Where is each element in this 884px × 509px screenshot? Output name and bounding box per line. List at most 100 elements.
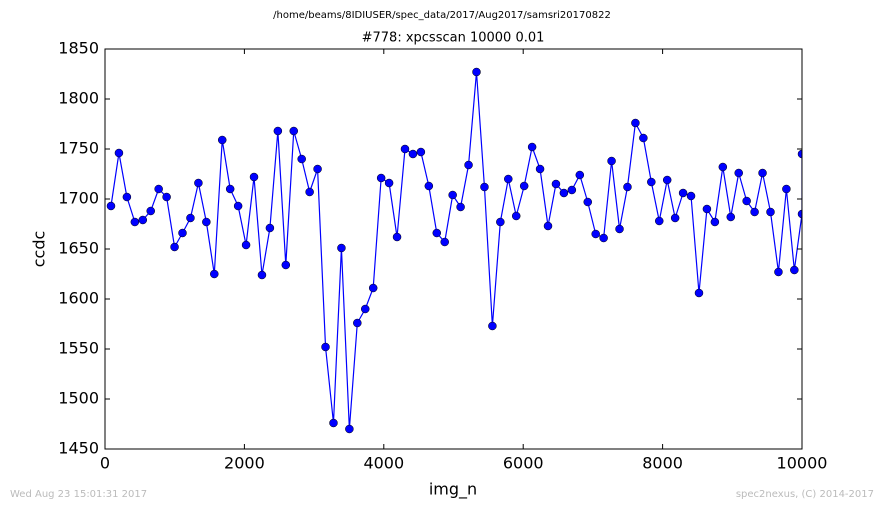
x-tick-label: 8000 xyxy=(642,454,683,473)
data-point xyxy=(194,178,203,188)
data-point xyxy=(774,267,783,277)
data-point xyxy=(337,243,346,253)
data-point xyxy=(670,213,680,223)
data-point xyxy=(432,228,442,238)
data-point xyxy=(345,424,354,434)
data-point xyxy=(106,201,116,211)
data-point xyxy=(400,144,410,154)
data-point xyxy=(249,172,259,182)
data-point xyxy=(551,179,561,189)
data-point xyxy=(456,202,465,212)
y-tick-label: 1450 xyxy=(58,439,99,458)
y-tick-label: 1550 xyxy=(58,339,99,358)
data-point xyxy=(265,223,275,233)
data-point xyxy=(130,217,140,227)
data-point xyxy=(353,318,362,328)
data-point xyxy=(154,184,163,194)
data-point xyxy=(496,217,505,227)
footer-right: spec2nexus, (C) 2014-2017 xyxy=(736,489,874,500)
data-point xyxy=(623,182,632,192)
data-point xyxy=(289,126,298,136)
data-point xyxy=(376,173,386,183)
data-point xyxy=(790,265,799,275)
data-point xyxy=(631,118,640,128)
data-point xyxy=(162,192,171,202)
data-point xyxy=(718,162,728,172)
data-point xyxy=(170,242,179,252)
data-point xyxy=(575,170,585,180)
data-point xyxy=(511,211,521,221)
data-point xyxy=(559,188,569,198)
chart-title: #778: xpcsscan 10000 0.01 xyxy=(362,31,545,46)
data-point xyxy=(758,168,767,178)
data-point xyxy=(543,221,553,231)
data-point xyxy=(464,160,473,170)
data-point xyxy=(329,418,338,428)
data-point xyxy=(448,190,457,200)
data-point xyxy=(416,147,426,157)
data-point xyxy=(408,149,418,159)
data-point xyxy=(281,260,291,270)
x-tick-label: 0 xyxy=(100,454,110,473)
data-point xyxy=(639,133,648,143)
x-tick-label: 2000 xyxy=(224,454,265,473)
data-point xyxy=(647,177,656,187)
data-point xyxy=(257,270,267,280)
data-point xyxy=(122,192,132,202)
data-point xyxy=(702,204,712,214)
data-point xyxy=(297,154,306,164)
data-point xyxy=(655,216,664,226)
data-point xyxy=(217,135,227,145)
y-tick-label: 1800 xyxy=(58,89,99,108)
data-point xyxy=(273,126,283,136)
data-point xyxy=(488,321,497,331)
x-tick-label: 4000 xyxy=(363,454,404,473)
data-point xyxy=(607,156,616,166)
data-point xyxy=(361,304,370,314)
data-point xyxy=(615,224,624,234)
data-point xyxy=(599,233,608,243)
data-point xyxy=(726,212,736,222)
data-point xyxy=(368,283,378,293)
data-point xyxy=(797,209,802,219)
data-point xyxy=(742,196,751,206)
data-point xyxy=(694,288,704,298)
data-point xyxy=(138,215,148,225)
data-point xyxy=(734,168,743,178)
y-tick-label: 1850 xyxy=(58,39,99,58)
data-point xyxy=(766,207,775,217)
y-tick-label: 1650 xyxy=(58,239,99,258)
data-point xyxy=(321,342,330,352)
suptitle: /home/beams/8IDIUSER/spec_data/2017/Aug2… xyxy=(273,10,611,21)
x-tick-label: 6000 xyxy=(503,454,544,473)
data-point xyxy=(384,178,394,188)
data-point xyxy=(241,240,251,250)
x-axis-label: img_n xyxy=(429,480,477,500)
data-point xyxy=(225,184,235,194)
data-point xyxy=(202,217,211,227)
data-point xyxy=(210,269,219,279)
y-tick-label: 1500 xyxy=(58,389,99,408)
data-point xyxy=(233,201,243,211)
data-point xyxy=(591,229,600,239)
data-point xyxy=(686,191,696,201)
data-point xyxy=(178,228,187,238)
data-point xyxy=(392,232,402,242)
data-point xyxy=(750,207,759,217)
data-point xyxy=(583,197,592,207)
plot-frame xyxy=(104,48,803,450)
data-line xyxy=(110,71,802,430)
data-point xyxy=(567,185,577,195)
data-point xyxy=(504,174,513,184)
y-tick-label: 1600 xyxy=(58,289,99,308)
plot-area xyxy=(106,67,802,434)
data-point xyxy=(472,67,481,77)
data-point xyxy=(710,217,720,227)
data-point xyxy=(480,182,489,192)
data-point xyxy=(527,142,537,152)
footer-left: Wed Aug 23 15:01:31 2017 xyxy=(10,489,147,500)
data-point xyxy=(186,213,195,223)
y-axis-label: ccdc xyxy=(30,231,49,268)
data-point xyxy=(313,164,322,174)
